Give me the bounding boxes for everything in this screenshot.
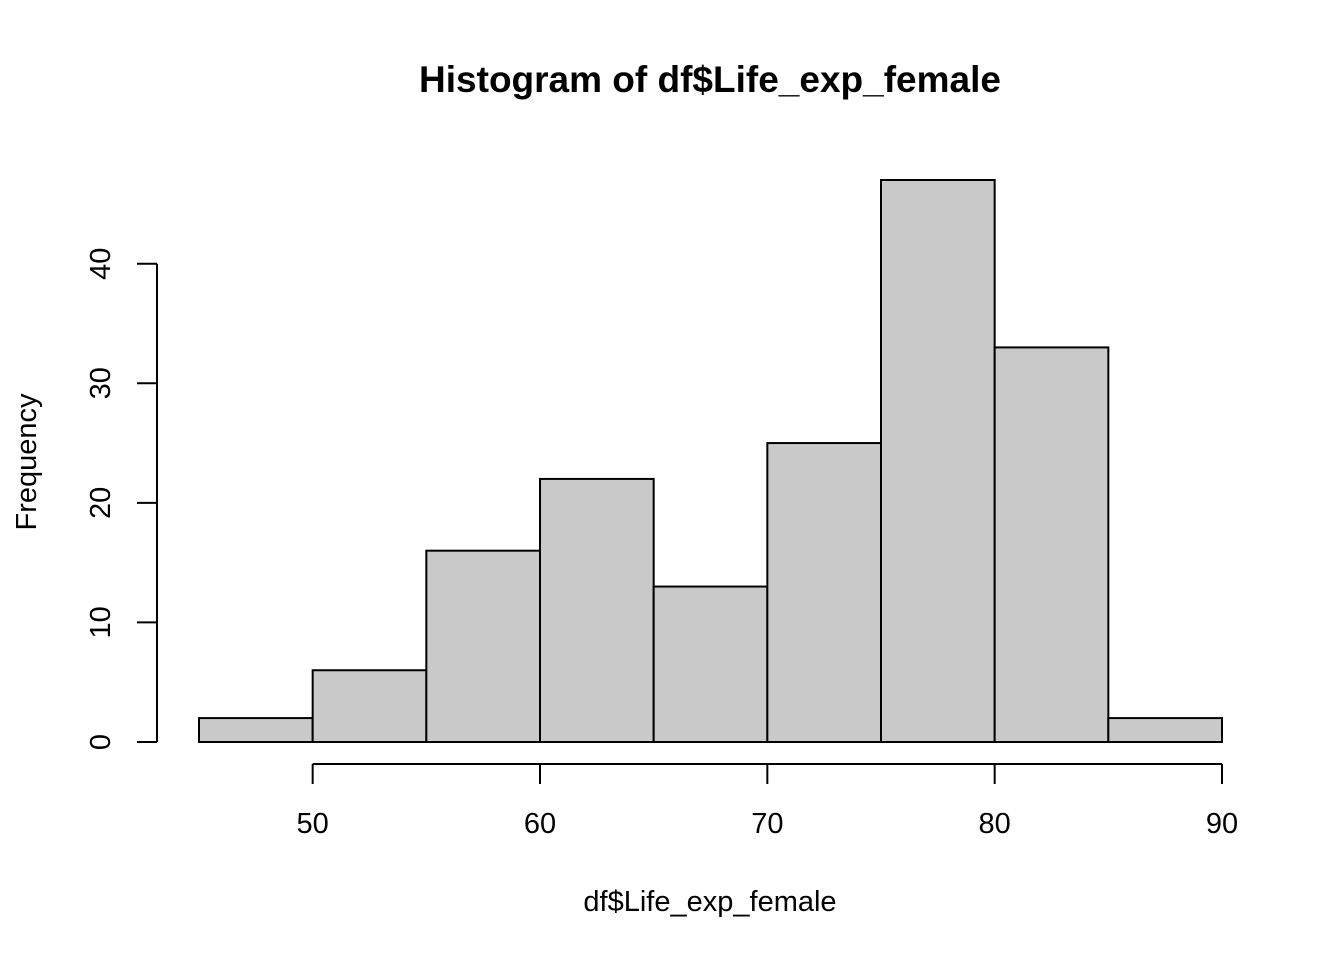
x-tick-label: 80 <box>979 808 1011 840</box>
x-axis: 50 60 70 80 90 <box>297 763 1238 840</box>
histogram-bar <box>766 442 882 743</box>
histogram-bar <box>652 585 769 743</box>
histogram-bar <box>880 179 996 743</box>
histogram-bar <box>539 477 655 743</box>
histogram-bar <box>1107 717 1224 743</box>
y-tick-label: 20 <box>85 487 117 519</box>
histogram-bar <box>198 717 314 743</box>
x-axis-label: df$Life_exp_female <box>583 886 836 918</box>
histogram-bar <box>311 669 428 743</box>
y-tick-label: 30 <box>85 367 117 399</box>
y-tick-label: 0 <box>85 734 117 750</box>
y-tick-label: 40 <box>85 248 117 280</box>
x-tick-label: 90 <box>1206 808 1238 840</box>
bars-group <box>198 179 1224 743</box>
y-axis-label: Frequency <box>11 393 43 531</box>
y-tick-label: 10 <box>85 606 117 638</box>
chart-title: Histogram of df$Life_exp_female <box>419 59 1001 100</box>
histogram-bar <box>425 549 542 743</box>
histogram-bar <box>993 346 1110 743</box>
x-tick-label: 60 <box>524 808 556 840</box>
x-tick-label: 70 <box>751 808 783 840</box>
y-axis: 0 10 20 30 40 <box>85 248 158 750</box>
x-tick-label: 50 <box>297 808 329 840</box>
